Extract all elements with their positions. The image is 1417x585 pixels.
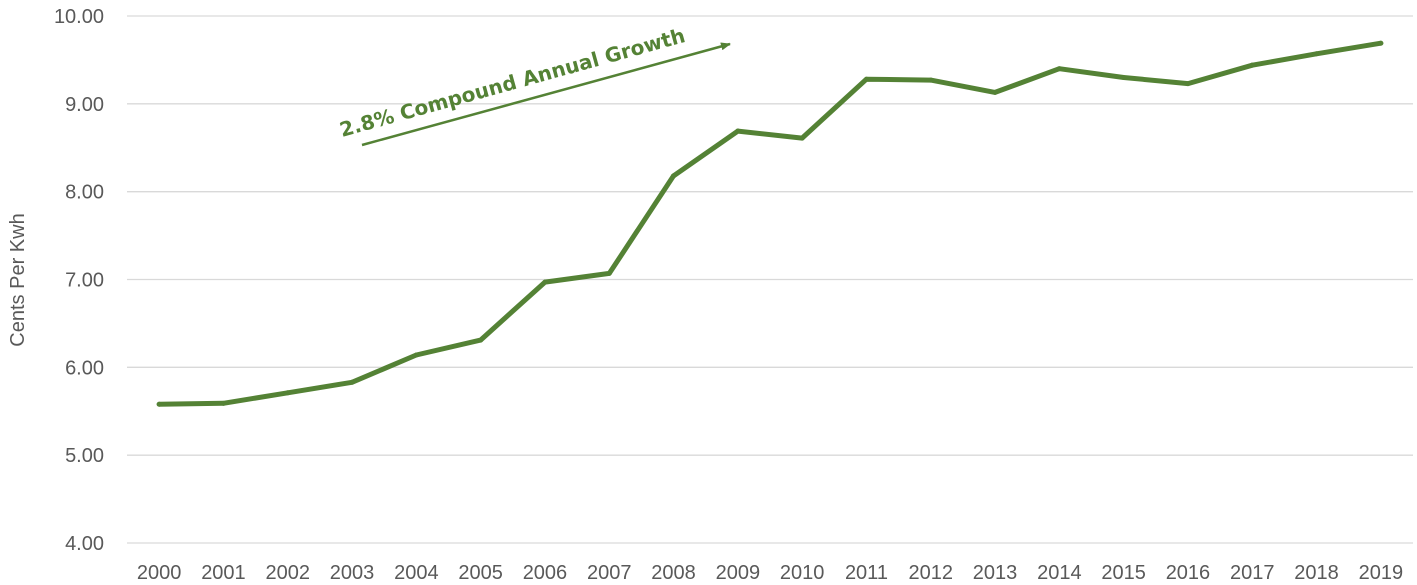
data-point	[542, 279, 548, 285]
y-tick-label: 6.00	[65, 357, 104, 379]
x-tick-label: 2006	[523, 562, 568, 584]
x-tick-label: 2003	[330, 562, 375, 584]
x-tick-label: 2008	[651, 562, 696, 584]
growth-arrow	[361, 42, 731, 147]
data-point	[671, 173, 677, 179]
y-tick-label: 10.00	[54, 6, 104, 28]
y-tick-label: 4.00	[65, 533, 104, 555]
x-tick-label: 2001	[201, 562, 246, 584]
growth-annotation: 2.8% Compound Annual Growth	[337, 23, 731, 147]
x-tick-label: 2005	[458, 562, 503, 584]
data-point	[606, 270, 612, 276]
x-tick-label: 2019	[1359, 562, 1404, 584]
data-point	[1056, 66, 1062, 72]
x-tick-label: 2007	[587, 562, 632, 584]
y-tick-label: 9.00	[65, 94, 104, 116]
x-tick-label: 2014	[1037, 562, 1082, 584]
x-tick-label: 2002	[266, 562, 311, 584]
gridlines	[127, 15, 1413, 544]
x-tick-label: 2017	[1230, 562, 1275, 584]
growth-annotation-text: 2.8% Compound Annual Growth	[337, 23, 688, 142]
data-point	[1314, 51, 1320, 57]
data-point	[478, 337, 484, 343]
data-point	[1378, 40, 1384, 46]
data-point	[156, 401, 162, 407]
x-tick-label: 2012	[909, 562, 954, 584]
x-tick-label: 2016	[1166, 562, 1211, 584]
x-tick-label: 2009	[716, 562, 761, 584]
data-point	[349, 379, 355, 385]
x-tick-label: 2018	[1294, 562, 1339, 584]
data-point	[1185, 81, 1191, 87]
x-tick-label: 2013	[973, 562, 1018, 584]
data-point	[285, 390, 291, 396]
data-point	[735, 128, 741, 134]
x-tick-label: 2015	[1101, 562, 1146, 584]
y-axis-ticks: 4.00 5.00 6.00 7.00 8.00 9.00 10.00	[54, 6, 104, 555]
y-axis-title: Cents Per Kwh	[7, 213, 29, 346]
data-point	[928, 77, 934, 83]
data-point	[220, 400, 226, 406]
x-tick-label: 2000	[137, 562, 182, 584]
y-tick-label: 5.00	[65, 445, 104, 467]
y-tick-label: 7.00	[65, 270, 104, 292]
data-point	[863, 76, 869, 82]
data-point	[992, 89, 998, 95]
data-point	[413, 352, 419, 358]
data-point	[1121, 74, 1127, 80]
data-point	[1249, 62, 1255, 68]
x-axis-ticks: 2000 2001 2002 2003 2004 2005 2006 2007 2008 2009…	[137, 562, 1403, 584]
x-tick-label: 2011	[845, 562, 888, 584]
x-tick-label: 2004	[394, 562, 439, 584]
series-group	[156, 40, 1384, 407]
series-line	[156, 40, 1384, 407]
y-tick-label: 8.00	[65, 182, 104, 204]
x-tick-label: 2010	[780, 562, 825, 584]
data-point	[799, 135, 805, 141]
